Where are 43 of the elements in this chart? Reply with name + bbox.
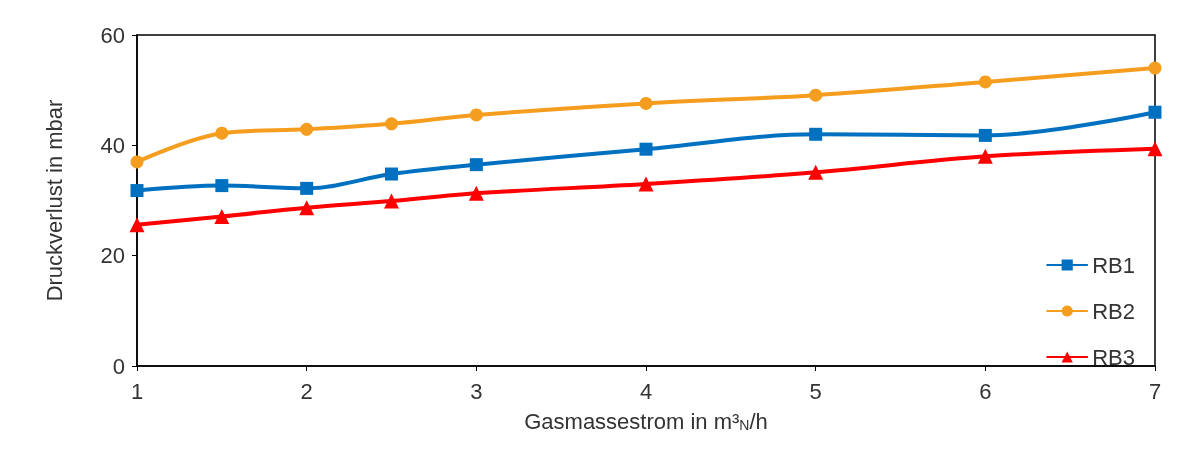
point bbox=[1147, 141, 1163, 157]
x-tick-label: 5 bbox=[809, 378, 822, 404]
point bbox=[809, 88, 823, 102]
y-axis-title: Druckverlust in mbar bbox=[41, 99, 67, 302]
point bbox=[384, 193, 399, 209]
point bbox=[300, 181, 314, 195]
x-tick-label: 4 bbox=[639, 378, 653, 404]
y-tick-label: 40 bbox=[100, 132, 125, 158]
point bbox=[300, 122, 314, 136]
point bbox=[639, 142, 653, 156]
x-tick-label: 6 bbox=[979, 378, 992, 404]
point bbox=[977, 148, 993, 164]
point bbox=[385, 117, 398, 131]
y-tick-label: 0 bbox=[112, 353, 125, 379]
point bbox=[215, 179, 229, 193]
x-tick-label: 1 bbox=[130, 378, 144, 404]
legend-label: RB3 bbox=[1092, 344, 1135, 370]
point bbox=[215, 126, 229, 140]
point bbox=[809, 127, 823, 141]
x-axis-title: Gasmassestrom in m³N/h bbox=[524, 408, 768, 434]
x-tick-label: 7 bbox=[1148, 378, 1162, 404]
point bbox=[469, 158, 483, 172]
point bbox=[214, 209, 230, 224]
point bbox=[639, 96, 653, 110]
point bbox=[299, 200, 315, 216]
legend-label: RB1 bbox=[1092, 252, 1135, 278]
y-tick-label: 20 bbox=[100, 243, 125, 269]
x-tick-label: 2 bbox=[300, 378, 313, 404]
point bbox=[638, 176, 654, 192]
point bbox=[468, 185, 484, 201]
point bbox=[130, 155, 144, 169]
x-tick-label: 3 bbox=[470, 378, 483, 404]
point bbox=[385, 167, 398, 181]
point bbox=[1148, 61, 1162, 75]
point bbox=[978, 75, 992, 89]
point bbox=[808, 164, 824, 180]
legend-label: RB2 bbox=[1092, 298, 1135, 324]
point bbox=[129, 217, 145, 233]
point bbox=[469, 108, 483, 122]
point bbox=[1148, 105, 1162, 119]
point bbox=[130, 184, 144, 198]
y-tick-label: 60 bbox=[100, 22, 125, 48]
point bbox=[978, 128, 992, 142]
